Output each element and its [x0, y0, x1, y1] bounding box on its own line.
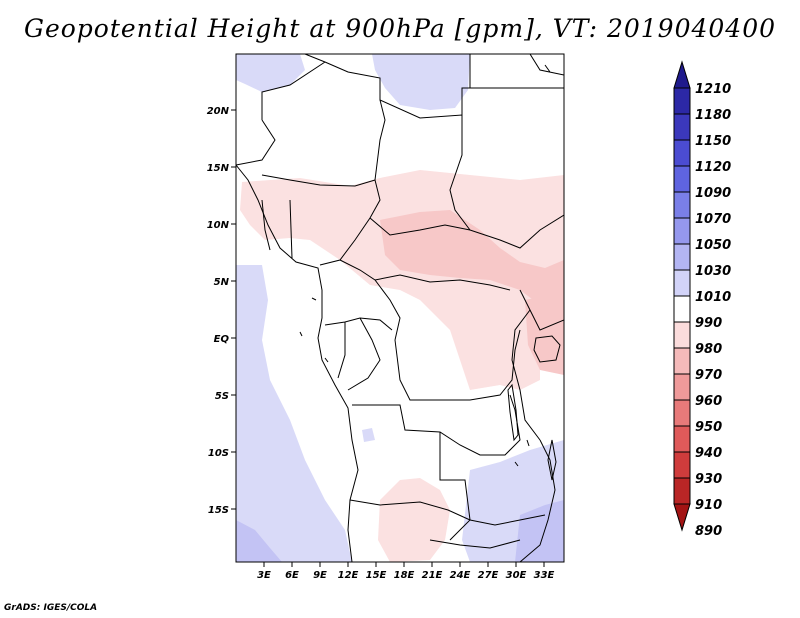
colorbar-segment: [673, 347, 691, 375]
lon-tick-label: 12E: [338, 570, 359, 581]
colorbar-segment: [673, 217, 691, 245]
lon-tick-label: 24E: [450, 570, 471, 581]
colorbar-segment: [673, 165, 691, 193]
lon-tick-label: 6E: [285, 570, 299, 581]
colorbar: 1210 1180 1150 1120 1090 1070 1050 1030 1010 990 9…: [673, 60, 731, 539]
colorbar-segment: [673, 321, 691, 349]
border-north-3: [236, 119, 276, 166]
border-namibia: [349, 499, 546, 526]
pink-angola-shading: [378, 478, 450, 562]
lon-tick-label: 30E: [506, 570, 527, 581]
colorbar-label: 1180: [695, 108, 731, 123]
border-north-2: [261, 61, 326, 120]
border-niger-chad: [379, 99, 471, 231]
colorbar-label: 1030: [695, 264, 731, 279]
lake-malawi: [547, 439, 557, 481]
border-egypt-sudan: [461, 54, 564, 115]
colorbar-segment: [673, 243, 691, 271]
grads-credit: GrADS: IGES/COLA: [4, 603, 98, 613]
colorbar-segment: [673, 425, 691, 453]
colorbar-segment: [673, 295, 691, 323]
colorbar-segment: [673, 451, 691, 479]
pink-central-shading: [380, 210, 564, 305]
map-frame: [235, 53, 565, 563]
country-borders: [236, 54, 564, 562]
coastline-west: [236, 164, 359, 562]
blue-sahara-shading: [372, 54, 470, 110]
colorbar-segment: [673, 139, 691, 167]
colorbar-segment: [673, 477, 691, 505]
lon-tick-label: 18E: [394, 570, 415, 581]
colorbar-label: 980: [695, 342, 722, 357]
border-drc: [394, 329, 521, 401]
colorbar-label: 1070: [695, 212, 731, 227]
small-islands: [299, 297, 530, 467]
colorbar-label: 940: [695, 446, 722, 461]
border-car: [369, 214, 564, 249]
colorbar-label: 1050: [695, 238, 731, 253]
colorbar-arrow-top: [673, 60, 691, 89]
border-sahel-1: [261, 174, 381, 266]
colorbar-label: 960: [695, 394, 722, 409]
border-cameroon: [339, 259, 401, 341]
colorbar-label: 1210: [695, 82, 731, 97]
border-east-1: [511, 289, 564, 441]
blue-southeast-deep-shading: [515, 500, 564, 562]
map-title: Geopotential Height at 900hPa [gpm], VT:…: [23, 14, 777, 43]
colorbar-label: 950: [695, 420, 722, 435]
blue-north-shading: [236, 54, 305, 92]
lon-tick-label: 3E: [257, 570, 271, 581]
colorbar-label: 1090: [695, 186, 731, 201]
colorbar-arrow-bottom: [673, 503, 691, 532]
blue-atlantic-shading: [236, 265, 352, 562]
lake-victoria: [533, 335, 561, 363]
lat-tick-label: EQ: [214, 334, 230, 345]
colorbar-label: 1120: [695, 160, 731, 175]
lat-tick-label: 5S: [215, 391, 229, 402]
colorbar-segment: [673, 191, 691, 219]
colorbar-label: 910: [695, 498, 722, 513]
lat-tick-label: 15N: [207, 163, 230, 174]
pink-eastafrica-shading: [525, 292, 564, 375]
colorbar-segment: [673, 113, 691, 141]
colorbar-label: 1150: [695, 134, 731, 149]
border-sahel-2: [261, 199, 293, 259]
colorbar-segment: [673, 269, 691, 297]
lon-axis: 3E 6E 9E 12E 15E 18E 21E 24E 27E 30E 33E: [257, 562, 555, 581]
coast-east: [529, 54, 564, 76]
border-gabon-congo: [324, 317, 393, 391]
colorbar-label: 970: [695, 368, 722, 383]
lon-tick-label: 21E: [422, 570, 443, 581]
lat-axis: 20N 15N 10N 5N EQ 5S 10S 15S: [207, 106, 236, 516]
blue-small-patch: [362, 428, 375, 442]
lat-tick-label: 15S: [208, 505, 229, 516]
border-north-1: [304, 54, 386, 181]
lat-tick-label: 10N: [207, 220, 230, 231]
border-angola-zambia: [439, 432, 471, 541]
lon-tick-label: 9E: [313, 570, 327, 581]
colorbar-segment: [673, 87, 691, 115]
lon-tick-label: 15E: [366, 570, 387, 581]
lat-tick-label: 5N: [214, 277, 230, 288]
pink-sahel-shading: [240, 170, 564, 390]
border-car-south: [374, 274, 511, 291]
lon-tick-label: 33E: [534, 570, 555, 581]
colorbar-segment: [673, 399, 691, 427]
colorbar-label: 990: [695, 316, 722, 331]
lat-tick-label: 20N: [207, 106, 230, 117]
colorbar-label: 1010: [695, 290, 731, 305]
colorbar-segment: [673, 373, 691, 401]
height-shading: [236, 54, 564, 562]
colorbar-label: 890: [695, 524, 722, 539]
lat-tick-label: 10S: [208, 448, 229, 459]
lake-tanganyika: [507, 383, 519, 442]
lon-tick-label: 27E: [478, 570, 499, 581]
colorbar-label: 930: [695, 472, 722, 487]
blue-atlantic-deep-shading: [236, 520, 282, 562]
